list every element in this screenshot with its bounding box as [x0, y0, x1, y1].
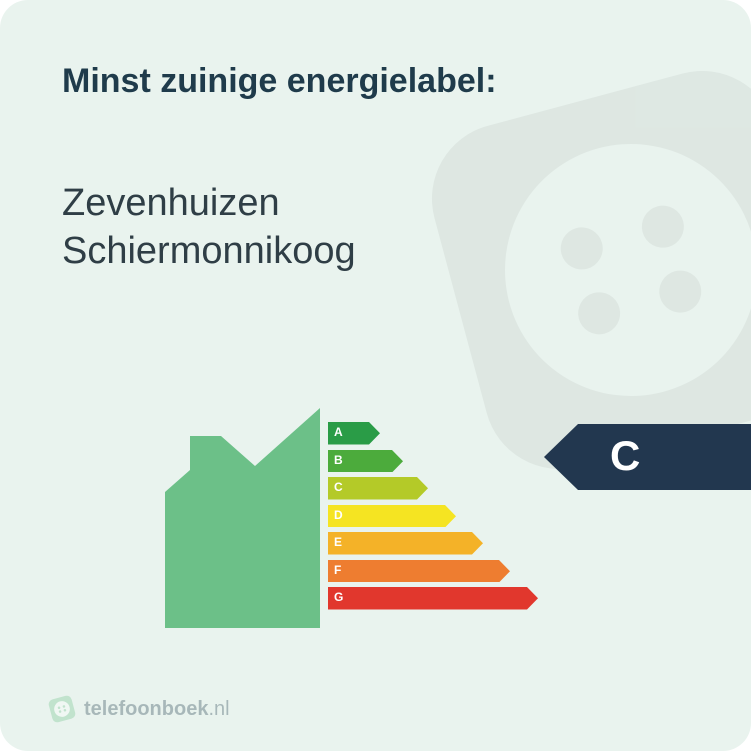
bar-shape — [328, 587, 538, 610]
bar-label: F — [334, 563, 341, 577]
house-icon — [165, 408, 320, 628]
heading: Minst zuinige energielabel: — [62, 62, 497, 101]
energy-label-chart: ABCDEFG — [165, 408, 545, 628]
footer-logo-icon — [48, 695, 76, 723]
bar-shape — [328, 560, 510, 583]
card: Minst zuinige energielabel: Zevenhuizen … — [0, 0, 751, 751]
bar-label: C — [334, 480, 343, 494]
bar-label: B — [334, 453, 343, 467]
bar-label: G — [334, 590, 343, 604]
bar-shape — [328, 477, 428, 500]
footer: telefoonboek.nl — [48, 695, 230, 723]
footer-brand-tld: .nl — [208, 698, 229, 720]
footer-brand: telefoonboek.nl — [84, 698, 230, 721]
bar-label: E — [334, 535, 342, 549]
rating-letter: C — [610, 432, 640, 480]
rating-badge: C — [544, 424, 751, 490]
bar-label: A — [334, 425, 343, 439]
rating-badge-shape — [544, 424, 751, 490]
bar-shape — [328, 505, 456, 528]
bar-shape — [328, 532, 483, 555]
location-name: Zevenhuizen Schiermonnikoog — [62, 180, 356, 275]
bar-label: D — [334, 508, 343, 522]
footer-brand-name: telefoonboek — [84, 698, 208, 720]
